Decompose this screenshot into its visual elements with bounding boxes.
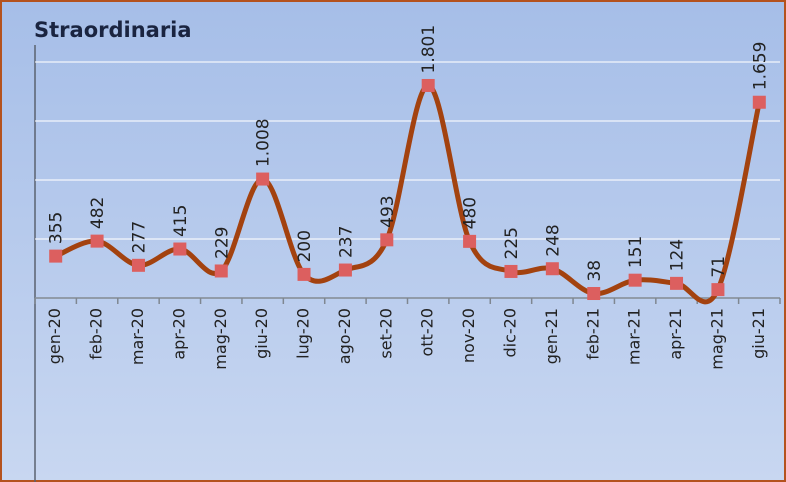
data-label: 1.801 [419,25,439,74]
marker [214,264,228,278]
marker [421,78,435,92]
marker [173,242,187,256]
x-tick-label: mar-20 [128,308,147,365]
data-label: 248 [543,224,563,256]
x-tick-label: lug-20 [294,308,313,359]
x-tick-label: mar-21 [625,308,644,365]
data-label: 151 [626,236,646,268]
line [54,82,762,305]
data-label: 237 [336,226,356,258]
data-label: 124 [668,239,688,271]
data-label: 71 [709,256,729,278]
chart-title: Straordinaria [34,18,192,42]
marker [628,273,642,287]
marker [49,249,63,263]
x-tick-label: mag-20 [211,308,230,370]
data-label: 493 [378,195,398,227]
x-tick-label: feb-20 [87,308,106,360]
x-tick-label: gen-21 [542,308,561,364]
x-tick-label: nov-20 [459,308,478,363]
marker [545,262,559,276]
data-label: 355 [47,212,67,244]
data-label: 277 [129,221,149,253]
x-tick-label: mag-21 [707,308,726,370]
x-tick-label: dic-20 [500,308,519,358]
x-tick-label: giu-20 [252,308,271,359]
marker [711,283,725,297]
marker [380,233,394,247]
marker [587,287,601,301]
marker [504,264,518,278]
x-tick-label: apr-20 [169,308,188,360]
x-tick-label: ago-20 [335,308,354,364]
x-tick-label: feb-21 [583,308,602,360]
data-label: 1.008 [254,118,274,167]
data-label: 415 [171,205,191,237]
data-label: 1.659 [750,42,770,91]
data-label: 480 [461,197,481,229]
x-tick-label: gen-20 [45,308,64,364]
x-tick-label: set-20 [376,308,395,359]
x-tick-label: ott-20 [418,308,437,356]
x-tick-label: apr-21 [666,308,685,360]
marker [256,172,270,186]
data-label: 38 [585,260,605,282]
data-label: 482 [88,197,108,229]
marker [297,267,311,281]
marker [752,95,766,109]
x-tick-label: giu-21 [749,308,768,359]
marker [131,258,145,272]
marker [90,234,104,248]
marker [463,234,477,248]
data-label: 229 [212,227,232,259]
data-label: 200 [295,230,315,262]
marker [338,263,352,277]
data-label: 225 [502,227,522,259]
marker [670,276,684,290]
